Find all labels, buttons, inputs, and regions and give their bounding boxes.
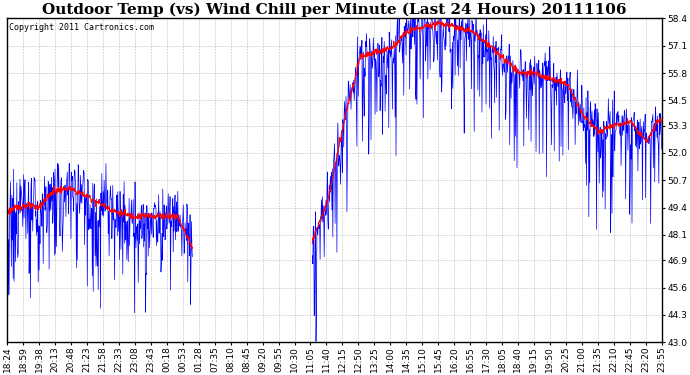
Text: Copyright 2011 Cartronics.com: Copyright 2011 Cartronics.com: [8, 23, 154, 32]
Title: Outdoor Temp (vs) Wind Chill per Minute (Last 24 Hours) 20111106: Outdoor Temp (vs) Wind Chill per Minute …: [42, 3, 627, 17]
